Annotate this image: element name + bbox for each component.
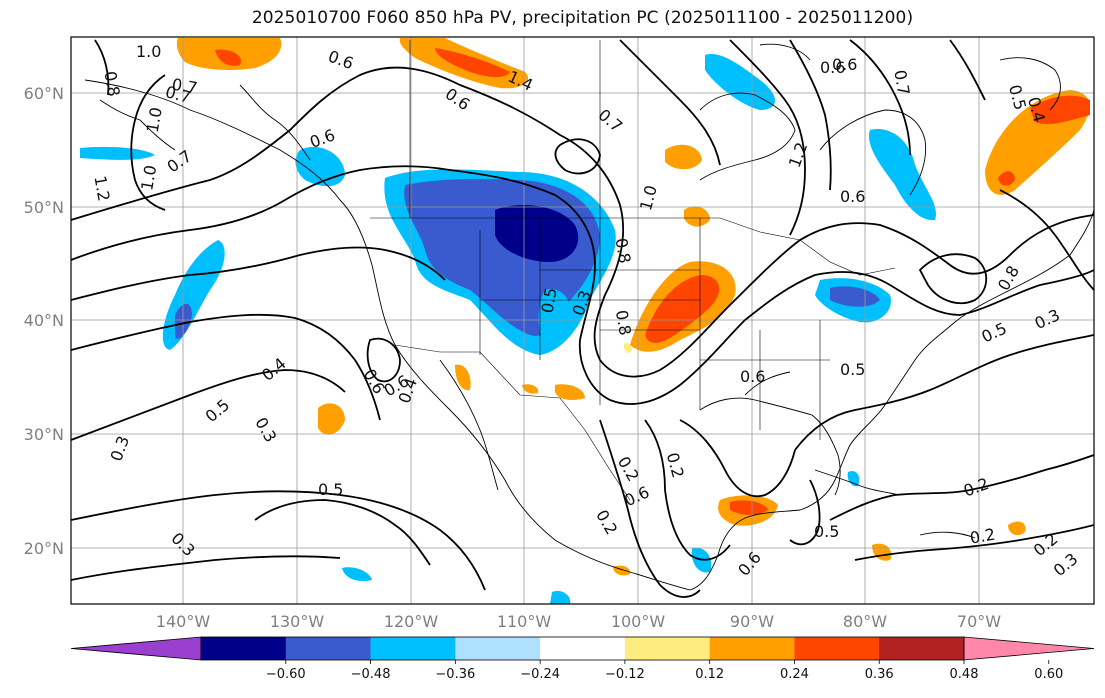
precip-shading (80, 38, 1090, 604)
red-spot-labrador (998, 171, 1015, 186)
lat-label: 40°N (24, 311, 64, 330)
colorbar-tick-label: 0.24 (780, 667, 809, 682)
red-area-alaska (215, 49, 241, 66)
lon-label: 70°W (957, 612, 1001, 631)
lon-label: 100°W (611, 612, 666, 631)
contour-label: 0.5 (840, 360, 865, 379)
lon-label: 110°W (497, 612, 552, 631)
map-title: 2025010700 F060 850 hPa PV, precipitatio… (251, 8, 914, 28)
contour-label: 0.7 (890, 68, 913, 96)
colorbar-tick-label: −0.48 (351, 667, 391, 682)
contour-label: 0.8 (100, 70, 123, 98)
contour-label: 0.7 (170, 75, 198, 98)
contour-label: 1.0 (143, 106, 166, 134)
red-area-gulf (730, 500, 768, 515)
orange-spot-ontario (665, 144, 702, 170)
contour-label: 0.6 (820, 58, 845, 77)
blue-area-se-rockies (538, 289, 571, 347)
contour-label: 0.6 (840, 187, 865, 206)
navy-core-rockies (495, 205, 579, 262)
contour-label: 1.0 (136, 42, 161, 61)
lat-label: 30°N (24, 425, 64, 444)
lon-label: 120°W (384, 612, 439, 631)
colorbar-swatch (370, 637, 456, 660)
orange-spot-minnesota (684, 206, 710, 227)
colorbar-swatch (285, 637, 372, 660)
colorbar-tick-label: 0.60 (1034, 667, 1063, 682)
plot-frame (70, 36, 1095, 605)
colorbar-swatch (540, 637, 626, 660)
lat-label: 20°N (24, 539, 64, 558)
lon-label: 130°W (270, 612, 325, 631)
lat-label: 50°N (24, 198, 64, 217)
colorbar-tick-label: −0.12 (605, 667, 645, 682)
blue-spot-mex-coast (550, 590, 571, 604)
colorbar-swatch (879, 637, 965, 660)
orange-spot-pacific (318, 403, 345, 435)
colorbar-swatch (201, 637, 287, 660)
lon-label: 140°W (156, 612, 211, 631)
colorbar-tick-label: −0.36 (435, 667, 475, 682)
contour-label: 1.2 (90, 174, 113, 202)
colorbar-extend-high (963, 636, 1095, 661)
colorbar-swatch (794, 637, 880, 660)
lat-label: 60°N (24, 84, 64, 103)
lon-label: 90°W (730, 612, 774, 631)
orange-spot-baja (455, 364, 471, 391)
pv-contours (71, 39, 1094, 598)
lon-label: 80°W (843, 612, 887, 631)
red-area-labrador (1030, 95, 1090, 125)
navy-area-great-lakes (830, 286, 880, 307)
colorbar-tick-label: −0.24 (520, 667, 560, 682)
red-area-plains (645, 275, 720, 343)
blue-area-gulf-alaska (80, 146, 155, 160)
latitude-labels: 60°N 50°N 40°N 30°N 20°N (24, 84, 64, 558)
contour-label: 0.5 (538, 286, 561, 314)
colorbar-tick-label: 0.12 (695, 667, 724, 682)
plot-area (71, 37, 1094, 604)
longitude-labels: 140°W 130°W 120°W 110°W 100°W 90°W 80°W … (156, 612, 1001, 631)
colorbar-tick-label: 0.48 (950, 667, 979, 682)
blue-spot-pacific (342, 567, 372, 582)
colorbar-tick-label: −0.60 (266, 667, 306, 682)
orange-spot-pr (1008, 521, 1026, 536)
colorbar-swatch (624, 637, 711, 660)
colorbar-swatch (455, 637, 541, 660)
orange-spot-az (555, 384, 585, 400)
colorbar-tick-label: 0.36 (865, 667, 894, 682)
contour-label: 1.0 (137, 164, 160, 192)
contour-label: 0.6 (740, 367, 765, 386)
colorbar-outline (200, 636, 965, 661)
yellow-edge-plains (623, 342, 632, 353)
colorbar: −0.60 −0.48 −0.36 −0.24 −0.12 0.12 0.24 0.36 0.4… (70, 636, 1095, 682)
contour-label: 0.5 (814, 522, 839, 541)
blue-area-quebec (869, 129, 936, 221)
contour-label: 0.8 (611, 236, 634, 264)
colorbar-swatch (709, 637, 795, 660)
blue-area-pacific-nw-core (175, 303, 192, 339)
coastlines (84, 43, 1094, 591)
colorbar-extend-low (70, 636, 202, 661)
contour-label: 0.6 (832, 55, 857, 74)
red-area-canada-north (435, 48, 510, 78)
contour-label: 0.5 (318, 480, 343, 499)
orange-spot-nm (522, 384, 539, 394)
contour-label: 0.2 (968, 525, 996, 548)
contour-label: 0.8 (612, 308, 635, 336)
